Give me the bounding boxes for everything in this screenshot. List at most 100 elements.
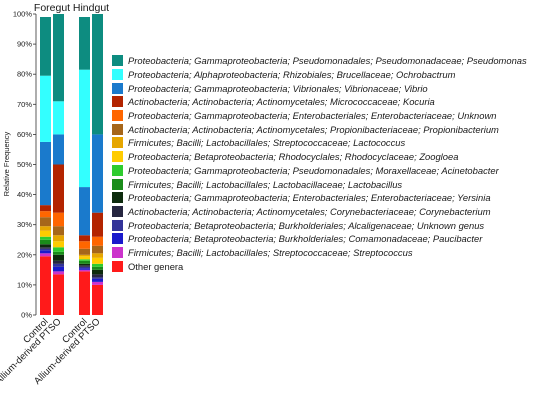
- bar-segment: [40, 256, 51, 315]
- legend-label: Firmicutes; Bacilli; Lactobacillales; St…: [128, 246, 413, 258]
- bar-segment: [40, 205, 51, 212]
- legend: Proteobacteria; Gammaproteobacteria; Pse…: [112, 54, 550, 273]
- legend-swatch: [112, 123, 123, 135]
- legend-label: Proteobacteria; Gammaproteobacteria; Vib…: [128, 82, 428, 94]
- bar-segment: [79, 69, 90, 188]
- bar-segment: [79, 235, 90, 242]
- legend-entry: Firmicutes; Bacilli; Lactobacillales; St…: [112, 246, 550, 260]
- legend-swatch: [112, 219, 123, 231]
- legend-entry: Firmicutes; Bacilli; Lactobacillales; La…: [112, 177, 550, 191]
- bar-segment: [79, 254, 90, 257]
- bar-segment: [92, 245, 103, 254]
- y-axis-label: Relative Frequency: [2, 131, 11, 196]
- bar-stacks: [40, 14, 103, 315]
- bar-segment: [53, 271, 64, 275]
- bar-segment: [53, 212, 64, 227]
- bar-segment: [53, 235, 64, 242]
- bar-segment: [92, 253, 103, 258]
- y-tick-label: 50%: [17, 160, 32, 169]
- legend-label: Proteobacteria; Gammaproteobacteria; Pse…: [128, 55, 527, 67]
- bar-segment: [40, 239, 51, 245]
- bar-segment: [79, 241, 90, 249]
- bar-segment: [40, 211, 51, 218]
- y-tick-label: 80%: [17, 70, 32, 79]
- bar-segment: [53, 266, 64, 272]
- bar-segment: [53, 251, 64, 255]
- bar-segment: [92, 284, 103, 315]
- legend-entry: Firmicutes; Bacilli; Lactobacillales; St…: [112, 136, 550, 150]
- legend-entry: Proteobacteria; Gammaproteobacteria; Pse…: [112, 54, 550, 68]
- bar-segment: [92, 212, 103, 237]
- bar-segment: [40, 247, 51, 249]
- legend-label: Proteobacteria; Alphaproteobacteria; Rhi…: [128, 69, 456, 81]
- bar-segment: [40, 141, 51, 206]
- y-tick-label: 70%: [17, 100, 32, 109]
- legend-label: Proteobacteria; Gammaproteobacteria; Pse…: [128, 164, 499, 176]
- bar-segment: [79, 263, 90, 266]
- bar-segment: [53, 263, 64, 267]
- bar-segment: [53, 274, 64, 315]
- bar-segment: [79, 248, 90, 255]
- legend-swatch: [112, 151, 123, 163]
- bar-segment: [40, 75, 51, 142]
- bar-segment: [79, 266, 90, 269]
- bar-segment: [53, 247, 64, 252]
- bar-segment: [40, 248, 51, 251]
- legend-label: Proteobacteria; Gammaproteobacteria; Ent…: [128, 192, 491, 204]
- legend-swatch: [112, 82, 123, 94]
- bar-segment: [40, 236, 51, 240]
- bar-segment: [79, 256, 90, 260]
- y-tick-label: 100%: [13, 10, 33, 19]
- bar-segment: [79, 268, 90, 270]
- legend-swatch: [112, 246, 123, 258]
- bar-segment: [92, 236, 103, 246]
- legend-entry: Actinobacteria; Actinobacteria; Actinomy…: [112, 122, 550, 136]
- group-label: Hindgut: [73, 2, 109, 14]
- legend-entry: Actinobacteria; Actinobacteria; Actinomy…: [112, 205, 550, 219]
- legend-entry: Proteobacteria; Gammaproteobacteria; Pse…: [112, 164, 550, 178]
- bar-segment: [79, 269, 90, 272]
- bar-segment: [92, 269, 103, 275]
- bar-segment: [79, 271, 90, 315]
- y-axis-ticks: 0% 10% 20% 30% 40% 50% 60% 70% 80% 90% 100%: [13, 10, 36, 320]
- y-tick-label: 90%: [17, 40, 32, 49]
- bar-segment: [53, 254, 64, 261]
- legend-entry: Proteobacteria; Betaproteobacteria; Burk…: [112, 218, 550, 232]
- bar-segment: [53, 134, 64, 165]
- legend-label: Firmicutes; Bacilli; Lactobacillales; St…: [128, 137, 406, 149]
- legend-entry: Actinobacteria; Actinobacteria; Actinomy…: [112, 95, 550, 109]
- bar-segment: [40, 244, 51, 248]
- y-tick-label: 10%: [17, 280, 32, 289]
- y-tick-label: 20%: [17, 250, 32, 259]
- legend-label: Proteobacteria; Betaproteobacteria; Burk…: [128, 219, 485, 231]
- legend-label: Other genera: [128, 260, 184, 272]
- bar-segment: [53, 164, 64, 213]
- bar-segment: [53, 260, 64, 264]
- bar-segment: [92, 277, 103, 279]
- bar-segment: [79, 265, 90, 267]
- bar-segment: [79, 260, 90, 264]
- bar-segment: [40, 250, 51, 254]
- legend-swatch: [112, 69, 123, 81]
- bar-segment: [92, 278, 103, 282]
- group-label: Foregut: [34, 2, 70, 14]
- legend-entry: Proteobacteria; Gammaproteobacteria; Ent…: [112, 191, 550, 205]
- bar-segment: [92, 263, 103, 267]
- bar-segment: [92, 14, 103, 135]
- legend-label: Proteobacteria; Betaproteobacteria; Rhod…: [128, 151, 459, 163]
- legend-label: Actinobacteria; Actinobacteria; Actinomy…: [128, 123, 499, 135]
- bar-segment: [79, 259, 90, 261]
- bar-segment: [40, 217, 51, 227]
- legend-entry: Other genera: [112, 259, 550, 273]
- y-tick-label: 40%: [17, 190, 32, 199]
- bar-segment: [40, 230, 51, 237]
- bar-segment: [53, 14, 64, 102]
- legend-entry: Proteobacteria; Alphaproteobacteria; Rhi…: [112, 68, 550, 82]
- bar-segment: [40, 226, 51, 231]
- y-tick-label: 60%: [17, 130, 32, 139]
- bar-segment: [92, 134, 103, 213]
- legend-swatch: [112, 260, 123, 272]
- legend-swatch: [112, 137, 123, 149]
